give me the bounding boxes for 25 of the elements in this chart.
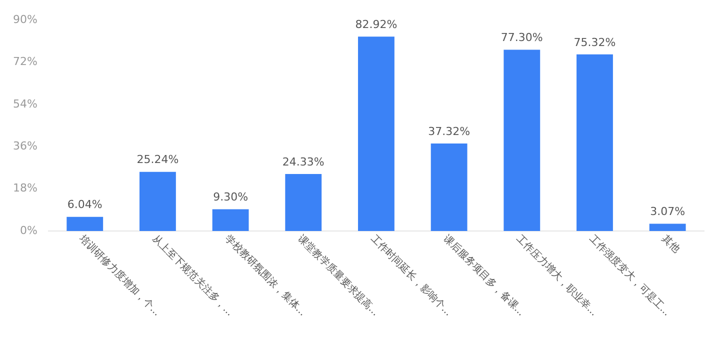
bar [140,172,176,231]
bar [504,50,540,231]
data-label: 82.92% [355,18,398,31]
bar [576,54,613,231]
y-tick-label: 54% [12,97,38,110]
y-tick-label: 0% [20,224,38,237]
data-label: 6.04% [67,198,102,212]
y-tick-label: 18% [12,182,38,195]
bar [66,216,104,231]
data-label: 75.32% [574,36,616,49]
data-label: 77.30% [500,31,543,44]
bar [285,174,322,231]
bar [358,36,394,231]
bar [430,144,468,231]
data-label: 9.30% [213,190,248,204]
data-label: 3.07% [650,205,686,218]
data-label: 37.32% [428,124,470,138]
y-tick-label: 90% [12,12,38,26]
bar [649,224,686,231]
bar [212,209,249,231]
data-label: 25.24% [136,153,179,166]
y-tick-label: 36% [12,139,38,152]
data-label: 24.33% [282,155,324,168]
y-tick-label: 72% [12,55,38,68]
x-tick-label: 其他 [660,232,682,256]
